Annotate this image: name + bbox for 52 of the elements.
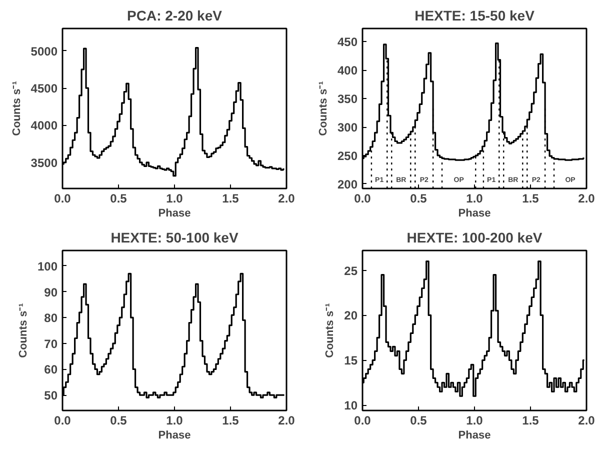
x-axis-title: Phase [458, 208, 491, 220]
x-tick-label: 0.0 [354, 414, 372, 428]
y-axis-title: Counts s⁻¹ [10, 80, 23, 136]
x-tick-label: 0.0 [54, 192, 72, 206]
x-tick-label: 1.5 [222, 414, 240, 428]
chart-title: PCA: 2-20 keV [127, 8, 223, 24]
x-tick-label: 1.0 [466, 192, 484, 206]
y-tick-label: 70 [44, 336, 58, 351]
y-tick-label: 10 [344, 398, 358, 413]
x-tick-label: 0.0 [54, 414, 72, 428]
y-tick-label: 4000 [30, 118, 58, 133]
y-tick-label: 350 [337, 92, 358, 106]
x-tick-label: 2.0 [578, 414, 596, 428]
x-axis-title: Phase [158, 430, 191, 442]
x-tick-label: 0.0 [354, 192, 372, 206]
x-axis-title: Phase [458, 430, 491, 442]
y-tick-label: 80 [44, 311, 58, 326]
chart-title: HEXTE: 15-50 keV [414, 8, 536, 24]
x-tick-label: 1.5 [522, 192, 540, 206]
x-tick-label: 2.0 [578, 192, 596, 206]
y-tick-label: 20 [344, 308, 358, 323]
chart-title: HEXTE: 50-100 keV [110, 230, 239, 246]
y-tick-label: 250 [337, 148, 358, 163]
x-tick-label: 0.5 [110, 192, 128, 206]
y-tick-label: 3500 [30, 156, 58, 170]
y-tick-label: 60 [44, 362, 58, 377]
x-tick-label: 1.0 [166, 414, 184, 428]
y-tick-label: 25 [344, 264, 358, 278]
y-tick-label: 50 [44, 388, 58, 403]
y-tick-label: 90 [44, 285, 58, 300]
x-tick-label: 2.0 [278, 414, 296, 428]
x-tick-label: 1.0 [466, 414, 484, 428]
y-axis-title: Counts s⁻¹ [17, 302, 30, 358]
x-tick-label: 0.5 [410, 192, 428, 206]
y-tick-label: 300 [337, 120, 358, 135]
y-tick-label: 4500 [30, 82, 58, 96]
y-tick-label: 100 [37, 259, 58, 274]
y-tick-label: 5000 [30, 44, 58, 58]
y-tick-label: 200 [337, 177, 358, 192]
x-tick-label: 0.5 [410, 414, 428, 428]
x-tick-label: 0.5 [110, 414, 128, 428]
x-axis-title: Phase [158, 208, 191, 220]
y-axis-title: Counts s⁻¹ [324, 302, 336, 358]
y-tick-label: 400 [337, 64, 358, 78]
x-tick-label: 1.0 [166, 192, 184, 206]
chart-title: HEXTE: 100-200 keV [406, 230, 543, 246]
x-tick-label: 1.5 [522, 414, 540, 428]
y-tick-label: 450 [337, 35, 358, 50]
y-tick-label: 15 [344, 354, 358, 368]
x-tick-label: 2.0 [278, 192, 296, 206]
y-axis-title: Counts s⁻¹ [317, 80, 330, 136]
x-tick-label: 1.5 [222, 192, 240, 206]
